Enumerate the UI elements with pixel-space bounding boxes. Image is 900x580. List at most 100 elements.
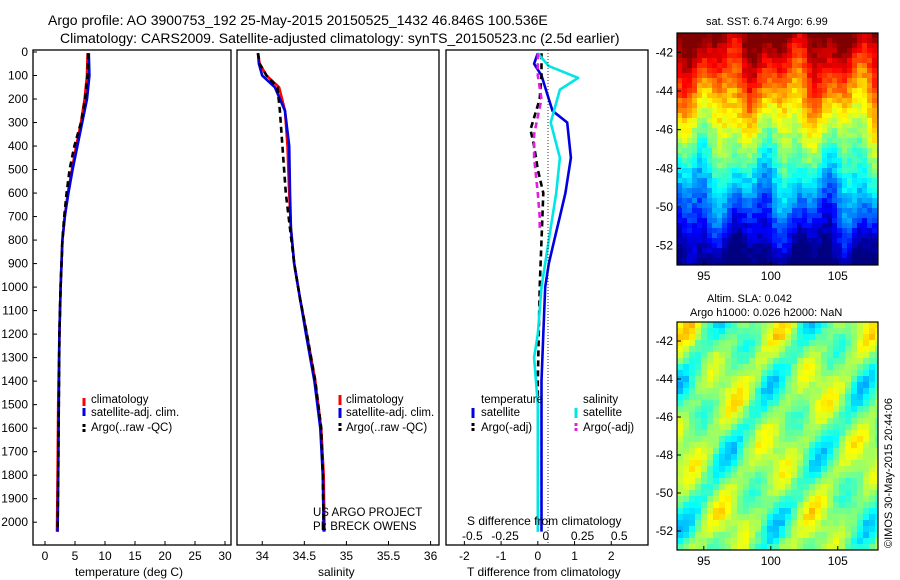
heatmap-cell	[869, 520, 876, 527]
heatmap-cell	[857, 322, 864, 329]
heatmap-cell	[827, 223, 833, 229]
heatmap-cell	[689, 436, 696, 443]
heatmap-cell	[837, 163, 843, 169]
heatmap-cell	[677, 78, 683, 84]
heatmap-cell	[755, 520, 762, 527]
heatmap-cell	[869, 466, 876, 473]
heatmap-cell	[725, 394, 732, 401]
heatmap-cell	[847, 73, 853, 79]
heatmap-cell	[812, 158, 818, 164]
heatmap-cell	[857, 173, 863, 179]
heatmap-cell	[802, 58, 808, 64]
heatmap-cell	[857, 253, 863, 259]
heatmap-cell	[682, 258, 688, 264]
heatmap-cell	[807, 78, 813, 84]
heatmap-cell	[821, 352, 828, 359]
heatmap-cell	[742, 183, 748, 189]
heatmap-cell	[792, 143, 798, 149]
heatmap-cell	[692, 243, 698, 249]
heatmap-cell	[839, 394, 846, 401]
heatmap-cell	[707, 53, 713, 59]
heatmap-cell	[707, 466, 714, 473]
depth-tick-label: 600	[8, 186, 28, 200]
heatmap-cell	[827, 322, 834, 329]
heatmap-cell	[787, 153, 793, 159]
heatmap-cell	[787, 198, 793, 204]
heatmap-cell	[812, 228, 818, 234]
heatmap-cell	[852, 173, 858, 179]
salinity-x-axis: 34 34.5 35 35.5 36	[256, 541, 438, 563]
heatmap-cell	[867, 148, 873, 154]
heatmap-cell	[845, 448, 852, 455]
heatmap-cell	[762, 238, 768, 244]
heatmap-cell	[782, 83, 788, 89]
heatmap-cell	[719, 538, 726, 545]
heatmap-cell	[713, 418, 720, 425]
heatmap-cell	[837, 73, 843, 79]
heatmap-cell	[817, 178, 823, 184]
heatmap-cell	[787, 83, 793, 89]
heatmap-cell	[875, 472, 878, 479]
heatmap-cell	[797, 203, 803, 209]
heatmap-cell	[692, 78, 698, 84]
heatmap-cell	[761, 382, 768, 389]
heatmap-cell	[875, 418, 878, 425]
heatmap-cell	[847, 178, 853, 184]
heatmap-cell	[683, 388, 690, 395]
heatmap-cell	[779, 466, 786, 473]
sla-map-frame	[676, 321, 879, 551]
heatmap-cell	[827, 183, 833, 189]
heatmap-cell	[725, 340, 732, 347]
heatmap-cell	[837, 133, 843, 139]
heatmap-cell	[717, 213, 723, 219]
heatmap-cell	[792, 108, 798, 114]
heatmap-cell	[702, 258, 708, 264]
heatmap-cell	[869, 334, 876, 341]
heatmap-cell	[827, 218, 833, 224]
heatmap-cell	[857, 128, 863, 134]
heatmap-cell	[742, 138, 748, 144]
heatmap-cell	[845, 430, 852, 437]
heatmap-cell	[837, 103, 843, 109]
heatmap-cell	[872, 118, 878, 124]
heatmap-cell	[797, 352, 804, 359]
heatmap-cell	[779, 364, 786, 371]
heatmap-cell	[847, 123, 853, 129]
heatmap-cell	[701, 370, 708, 377]
depth-tick-label: 700	[8, 210, 28, 224]
heatmap-cell	[717, 218, 723, 224]
heatmap-cell	[719, 394, 726, 401]
heatmap-cell	[857, 418, 864, 425]
heatmap-cell	[845, 472, 852, 479]
title-line-1: Argo profile: AO 3900753_192 25-May-2015…	[48, 12, 548, 28]
heatmap-cell	[832, 248, 838, 254]
heatmap-cell	[867, 258, 873, 264]
heatmap-cell	[787, 243, 793, 249]
heatmap-cell	[772, 113, 778, 119]
heatmap-cell	[683, 340, 690, 347]
heatmap-cell	[719, 520, 726, 527]
heatmap-cell	[821, 442, 828, 449]
heatmap-cell	[707, 472, 714, 479]
heatmap-cell	[845, 328, 852, 335]
temperature-x-axis: 0 5 10 15 20 25 30	[42, 541, 232, 563]
series-line-salinity-argo-adj-	[532, 53, 543, 229]
heatmap-cell	[752, 113, 758, 119]
heatmap-cell	[767, 178, 773, 184]
heatmap-cell	[707, 118, 713, 124]
heatmap-cell	[802, 163, 808, 169]
heatmap-cell	[767, 183, 773, 189]
heatmap-cell	[747, 218, 753, 224]
heatmap-cell	[839, 460, 846, 467]
heatmap-cell	[812, 88, 818, 94]
heatmap-cell	[779, 388, 786, 395]
heatmap-cell	[852, 193, 858, 199]
heatmap-cell	[807, 83, 813, 89]
heatmap-cell	[815, 364, 822, 371]
heatmap-cell	[697, 88, 703, 94]
heatmap-cell	[867, 48, 873, 54]
heatmap-cell	[863, 430, 870, 437]
heatmap-cell	[719, 526, 726, 533]
heatmap-cell	[762, 38, 768, 44]
heatmap-cell	[732, 173, 738, 179]
